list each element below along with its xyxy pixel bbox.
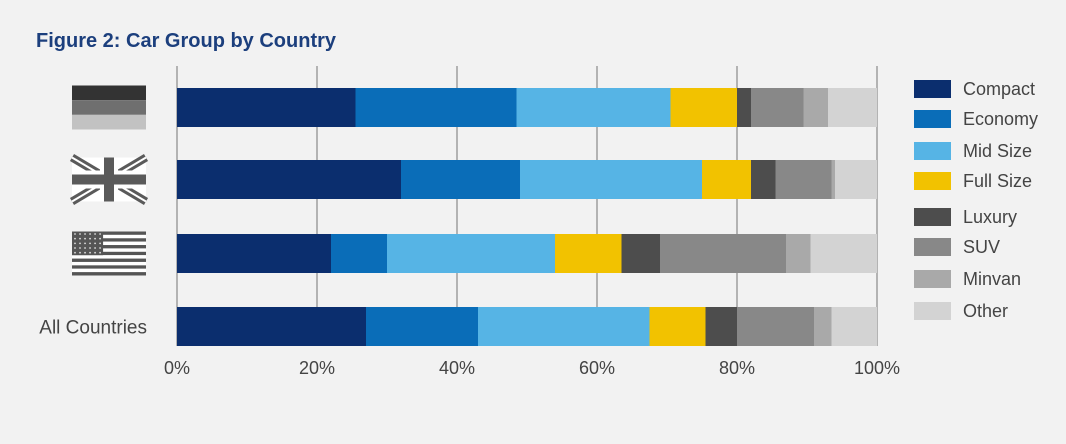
legend-label: Compact — [963, 79, 1035, 99]
x-tick-label: 80% — [719, 358, 755, 378]
bar-segment-luxury — [621, 234, 660, 273]
legend-label: Full Size — [963, 171, 1032, 191]
bar-segment-mid-size — [478, 307, 650, 346]
x-tick-label: 20% — [299, 358, 335, 378]
x-tick-label: 40% — [439, 358, 475, 378]
category-label: All Countries — [39, 318, 147, 339]
bar-segment-luxury — [737, 88, 751, 127]
bar-segment-other — [828, 88, 877, 127]
bar-segment-compact — [177, 234, 331, 273]
bar-segment-luxury — [705, 307, 737, 346]
chart-title: Figure 2: Car Group by Country — [36, 30, 337, 52]
bar-segment-mid-size — [520, 160, 702, 199]
legend-swatch-luxury — [914, 208, 951, 226]
legend-swatch-mid-size — [914, 142, 951, 160]
bar-segment-suv — [660, 234, 786, 273]
legend-swatch-compact — [914, 80, 951, 98]
bar-segment-minvan — [831, 160, 835, 199]
bar-segment-suv — [737, 307, 814, 346]
us-flag-icon — [72, 231, 146, 276]
legend-swatch-full-size — [914, 172, 951, 190]
bar-segment-full-size — [649, 307, 706, 346]
x-tick-label: 60% — [579, 358, 615, 378]
legend-swatch-economy — [914, 110, 951, 128]
bar-segment-other — [835, 160, 877, 199]
legend-label: Other — [963, 301, 1008, 321]
legend-swatch-suv — [914, 238, 951, 256]
legend-label: Mid Size — [963, 141, 1032, 161]
bar-segment-other — [831, 307, 877, 346]
legend-label: SUV — [963, 237, 1000, 257]
bar-segment-minvan — [786, 234, 811, 273]
bar-segment-economy — [366, 307, 478, 346]
bar-segment-economy — [355, 88, 517, 127]
bar-segment-full-size — [670, 88, 737, 127]
bar-segment-full-size — [555, 234, 622, 273]
legend-swatch-other — [914, 302, 951, 320]
bar-segment-minvan — [803, 88, 828, 127]
bar-segment-economy — [401, 160, 520, 199]
legend-swatch-minvan — [914, 270, 951, 288]
bar-segment-mid-size — [516, 88, 671, 127]
x-tick-label: 0% — [164, 358, 190, 378]
bar-segment-compact — [177, 88, 356, 127]
bar-segment-compact — [177, 307, 366, 346]
legend-label: Luxury — [963, 207, 1017, 227]
bar-segment-luxury — [751, 160, 776, 199]
bar-segment-suv — [775, 160, 832, 199]
bar-segment-mid-size — [387, 234, 555, 273]
legend-label: Minvan — [963, 269, 1021, 289]
bar-segment-compact — [177, 160, 401, 199]
uk-flag-icon — [69, 154, 149, 205]
bar-segment-other — [810, 234, 877, 273]
bar-segment-minvan — [814, 307, 832, 346]
germany-flag-icon — [72, 85, 146, 130]
bar-segment-suv — [751, 88, 804, 127]
bar-segment-economy — [331, 234, 387, 273]
x-tick-label: 100% — [854, 358, 900, 378]
legend-label: Economy — [963, 109, 1038, 129]
bar-segment-full-size — [702, 160, 751, 199]
